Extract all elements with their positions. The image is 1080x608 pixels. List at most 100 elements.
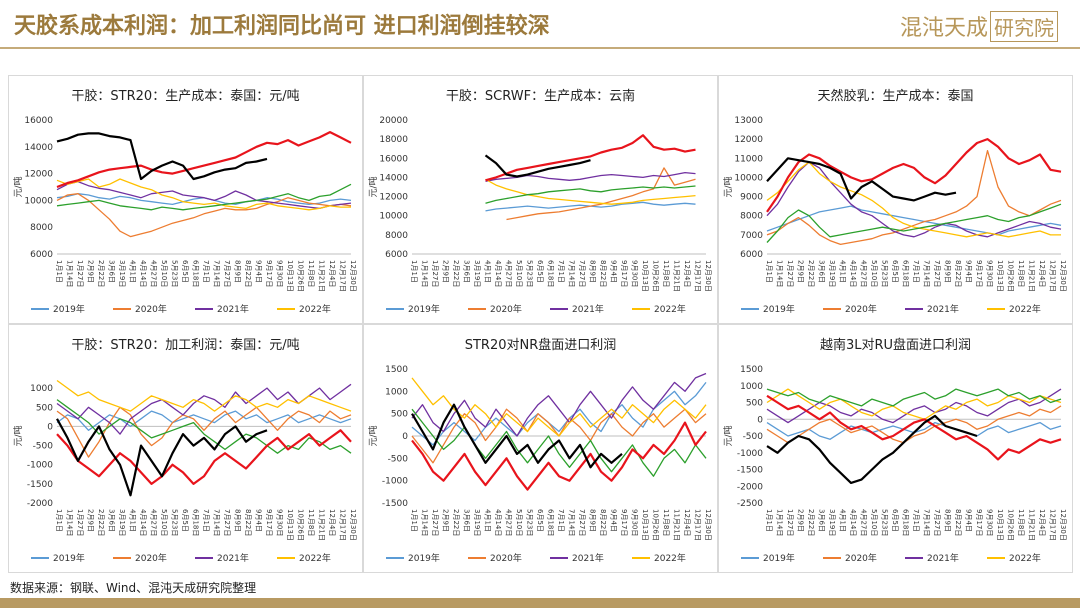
brand-logo: 混沌天成 研究院 bbox=[900, 10, 1058, 42]
legend-label: 2021年 bbox=[217, 303, 249, 315]
x-tick-label: 10月26日 bbox=[297, 509, 305, 541]
y-tick-label: 1000 bbox=[740, 382, 763, 392]
x-tick-label: 7月14日 bbox=[213, 260, 221, 287]
x-tick-label: 12月4日 bbox=[683, 260, 691, 287]
x-tick-label: 12月4日 bbox=[1038, 260, 1046, 287]
x-tick-label: 12月30日 bbox=[704, 509, 712, 541]
y-tick-label: 1500 bbox=[740, 365, 763, 375]
legend-label: 2020年 bbox=[135, 303, 167, 315]
x-tick-label: 7月1日 bbox=[557, 260, 565, 283]
series-line bbox=[411, 408, 707, 477]
y-axis-label: 元/吨 bbox=[722, 176, 734, 197]
x-tick-label: 9月4日 bbox=[965, 509, 973, 532]
series-line bbox=[411, 421, 707, 491]
y-tick-label: 11000 bbox=[734, 154, 763, 164]
x-tick-label: 4月1日 bbox=[129, 260, 137, 283]
y-tick-label: -500 bbox=[33, 442, 54, 452]
x-tick-label: 4月14日 bbox=[849, 260, 857, 287]
legend-label: 2020年 bbox=[490, 303, 522, 315]
x-tick-label: 8月22日 bbox=[244, 509, 252, 536]
x-tick-label: 9月30日 bbox=[631, 509, 639, 536]
x-tick-label: 5月10日 bbox=[160, 509, 168, 536]
x-tick-label: 6月5日 bbox=[181, 509, 189, 532]
x-tick-label: 5月23日 bbox=[881, 260, 889, 287]
y-tick-label: 10000 bbox=[734, 173, 763, 183]
chart-panel-str20-nr-import: STR20对NR盘面进口利润 元/吨 -1500 -1000 -500 0 500 1000 1… bbox=[363, 324, 718, 573]
chart-panel-latex-cost: 天然胶乳：生产成本：泰国 元/吨 6000 7000 8000 9000 10000 1100… bbox=[718, 75, 1073, 324]
x-tick-label: 8月22日 bbox=[954, 260, 962, 287]
x-tick-label: 1月27日 bbox=[786, 260, 794, 287]
x-tick-label: 1月14日 bbox=[421, 509, 429, 536]
x-tick-label: 7月1日 bbox=[912, 260, 920, 283]
series-line bbox=[766, 203, 1062, 243]
x-tick-label: 8月9日 bbox=[234, 509, 242, 532]
x-tick-label: 8月22日 bbox=[244, 260, 252, 287]
y-axis-label: 元/吨 bbox=[722, 425, 734, 446]
x-tick-label: 10月26日 bbox=[652, 509, 660, 541]
y-tick-label: 1500 bbox=[385, 365, 408, 375]
series-line bbox=[766, 138, 1062, 213]
y-tick-label: 8000 bbox=[740, 212, 763, 222]
x-tick-label: 1月27日 bbox=[431, 260, 439, 287]
x-tick-label: 1月1日 bbox=[55, 260, 63, 283]
x-tick-label: 9月30日 bbox=[276, 509, 284, 536]
legend-label: 2020年 bbox=[845, 303, 877, 315]
x-tick-label: 10月26日 bbox=[1007, 509, 1015, 541]
x-tick-label: 5月23日 bbox=[526, 260, 534, 287]
x-tick-label: 12月17日 bbox=[1049, 260, 1057, 292]
x-tick-label: 6月18日 bbox=[547, 260, 555, 287]
y-axis-label: 元/吨 bbox=[367, 425, 379, 446]
y-tick-label: -500 bbox=[743, 432, 764, 442]
x-tick-label: 9月4日 bbox=[610, 509, 618, 532]
x-tick-label: 11月21日 bbox=[1028, 260, 1036, 292]
page-title: 天胶系成本利润：加工利润同比尚可 进口利润倒挂较深 bbox=[14, 13, 550, 39]
x-tick-label: 1月14日 bbox=[66, 260, 74, 287]
x-tick-label: 8月9日 bbox=[234, 260, 242, 283]
x-tick-label: 2月9日 bbox=[87, 509, 95, 532]
x-tick-label: 3月19日 bbox=[473, 509, 481, 536]
x-tick-label: 10月13日 bbox=[641, 260, 649, 292]
series-line bbox=[766, 405, 1062, 444]
x-tick-label: 4月14日 bbox=[494, 509, 502, 536]
x-tick-label: 11月8日 bbox=[662, 509, 670, 536]
header: 天胶系成本利润：加工利润同比尚可 进口利润倒挂较深 混沌天成 研究院 bbox=[0, 0, 1080, 48]
legend-label: 2021年 bbox=[927, 303, 959, 315]
y-tick-label: -1500 bbox=[737, 466, 763, 476]
y-tick-label: 12000 bbox=[734, 135, 763, 145]
series-line bbox=[766, 421, 1062, 440]
x-tick-label: 12月4日 bbox=[328, 260, 336, 287]
x-tick-label: 7月1日 bbox=[202, 260, 210, 283]
x-tick-label: 12月4日 bbox=[328, 509, 336, 536]
y-tick-label: 1000 bbox=[385, 387, 408, 397]
y-tick-label: -500 bbox=[388, 454, 409, 464]
x-tick-label: 9月17日 bbox=[265, 509, 273, 536]
x-tick-label: 10月13日 bbox=[996, 260, 1004, 292]
legend-label: 2021年 bbox=[927, 552, 959, 564]
x-tick-label: 11月8日 bbox=[662, 260, 670, 287]
series-line bbox=[56, 418, 268, 497]
series-line bbox=[485, 134, 696, 182]
series-line bbox=[766, 205, 1062, 236]
x-tick-label: 3月6日 bbox=[463, 260, 471, 283]
series-line bbox=[766, 149, 1062, 246]
y-tick-label: 20000 bbox=[379, 116, 408, 126]
series-line bbox=[766, 161, 1061, 238]
x-tick-label: 8月9日 bbox=[944, 509, 952, 532]
x-tick-label: 3月6日 bbox=[108, 260, 116, 283]
x-tick-label: 3月19日 bbox=[118, 260, 126, 287]
chart-title: 越南3L对RU盘面进口利润 bbox=[820, 337, 971, 353]
chart-scrwf-cost: 干胶：SCRWF：生产成本：云南元/吨 6000 8000 10000 12000 140… bbox=[367, 88, 712, 315]
data-source-note: 数据来源：钢联、Wind、混沌天成研究院整理 bbox=[10, 581, 257, 595]
y-tick-label: 13000 bbox=[734, 116, 763, 126]
x-tick-label: 1月14日 bbox=[776, 260, 784, 287]
x-tick-label: 9月17日 bbox=[265, 260, 273, 287]
x-tick-label: 12月17日 bbox=[339, 260, 347, 292]
legend-label: 2021年 bbox=[572, 303, 604, 315]
x-tick-label: 4月1日 bbox=[839, 509, 847, 532]
y-tick-label: 0 bbox=[402, 432, 408, 442]
x-tick-label: 6月5日 bbox=[536, 509, 544, 532]
x-tick-label: 12月30日 bbox=[1059, 509, 1067, 541]
x-tick-label: 4月1日 bbox=[129, 509, 137, 532]
chart-title: 干胶：SCRWF：生产成本：云南 bbox=[446, 88, 635, 104]
